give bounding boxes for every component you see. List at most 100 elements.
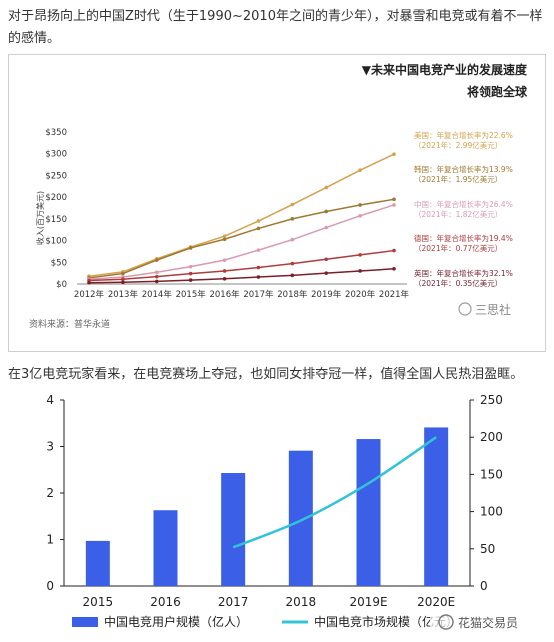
market-scale-line — [232, 436, 437, 549]
y-tick-label: $200 — [45, 193, 67, 203]
data-point-china — [256, 248, 261, 252]
data-point-uk — [358, 269, 362, 273]
esports-revenue-line-chart: ▼未来中国电竞产业的发展速度 将领跑全球 收入(百万美元) $0 $50 $100 $… — [29, 62, 528, 330]
y-tick-label: $0 — [56, 280, 67, 290]
data-point-germany — [392, 248, 396, 253]
series-line-korea — [88, 198, 395, 279]
wechat-icon — [458, 302, 472, 316]
data-point-uk — [324, 271, 329, 275]
left-tick-label: 3 — [46, 440, 54, 454]
data-point-korea — [154, 258, 159, 262]
data-point-uk — [87, 280, 91, 285]
data-point-china — [222, 258, 227, 262]
data-point-uk — [222, 276, 227, 281]
user-scale-bar — [288, 450, 313, 586]
data-point-usa — [358, 168, 362, 173]
series-annotation-china: （2021年：1.82亿美元） — [414, 209, 502, 219]
y-tick-label: $250 — [45, 171, 67, 181]
data-point-korea — [392, 197, 396, 202]
series-annotation-uk: （2021年：0.35亿美元） — [414, 278, 502, 288]
x-tick-label: 2016年 — [209, 289, 240, 300]
left-tick-label: 2 — [46, 486, 54, 500]
user-scale-bar — [424, 427, 449, 586]
watermark-text: 花猫交易员 — [458, 615, 518, 630]
series-annotation-usa: （2021年：2.99亿美元） — [414, 140, 502, 150]
left-tick-label: 4 — [46, 393, 54, 407]
data-point-germany — [188, 271, 193, 276]
chart-subtitle: 将领跑全球 — [467, 84, 528, 99]
user-scale-bar — [356, 439, 381, 586]
data-point-uk — [256, 275, 261, 279]
y-tick-label: $50 — [51, 258, 67, 268]
x-tick-label: 2020年 — [345, 289, 376, 300]
x-tick-label: 2015年 — [176, 289, 207, 300]
data-point-korea — [290, 217, 295, 221]
wechat-icon — [438, 614, 454, 630]
legend-label-bar: 中国电竞用户规模（亿人） — [104, 614, 248, 629]
data-point-usa — [392, 152, 396, 156]
series-line-china — [88, 204, 395, 280]
x-tick-label: 2017 — [218, 595, 249, 609]
user-scale-bar — [221, 473, 246, 586]
esports-paragraph: 在3亿电竞玩家看来，在电竞赛场上夺冠，也如同女排夺冠一样，值得全国人民热泪盈眶。 — [8, 367, 524, 382]
x-tick-label: 2019E — [349, 595, 387, 609]
chart-title: ▼未来中国电竞产业的发展速度 — [362, 62, 528, 77]
data-point-germany — [121, 277, 125, 282]
y-tick-label: $100 — [45, 237, 67, 247]
data-point-china — [188, 264, 193, 269]
right-tick-label: 50 — [480, 542, 495, 556]
right-tick-label: 0 — [480, 579, 488, 593]
y-axis-label: 收入(百万美元) — [35, 191, 45, 245]
figure-watermark: 花猫交易员 — [430, 609, 554, 633]
y-tick-label: $300 — [45, 150, 67, 160]
series-annotation-korea: （2021年：1.95亿美元） — [414, 174, 502, 184]
data-point-uk — [188, 278, 193, 282]
x-tick-label: 2016 — [150, 595, 181, 609]
right-tick-label: 150 — [480, 467, 503, 481]
legend-label-line: 中国电竞市场规模（亿元） — [314, 614, 458, 629]
series-line-germany — [88, 249, 395, 282]
series-annotation-china: 中国：年复合增长率为26.4% — [414, 199, 513, 209]
x-tick-label: 2012年 — [74, 289, 105, 300]
series-annotation-uk: 英国：年复合增长率为32.1% — [414, 268, 513, 278]
x-tick-label: 2019年 — [311, 289, 342, 300]
x-tick-label: 2014年 — [142, 289, 173, 300]
chart-legend: 中国电竞用户规模（亿人） 中国电竞市场规模（亿元） — [72, 614, 458, 629]
x-tick-label: 2013年 — [108, 289, 139, 300]
intro-paragraph: 对于昂扬向上的中国Z时代（生于1990~2010年之间的青少年），对暴雪和电竞或… — [8, 9, 543, 46]
esports-users-figure: 0 1 2 3 4 0 50 100 150 200 250 2015 2016 2017 2018 20… — [0, 388, 554, 642]
data-point-germany — [154, 274, 159, 279]
watermark-text: 三思社 — [475, 302, 511, 317]
right-tick-label: 250 — [480, 393, 503, 407]
data-point-korea — [358, 203, 362, 207]
right-tick-label: 100 — [480, 505, 503, 519]
x-tick-label: 2017年 — [243, 289, 274, 300]
y-tick-label: $350 — [45, 128, 67, 138]
x-tick-label: 2015 — [83, 595, 114, 609]
data-point-china — [392, 203, 396, 207]
right-tick-label: 200 — [480, 430, 503, 444]
data-point-germany — [324, 257, 329, 262]
data-point-korea — [256, 226, 261, 231]
series-line-uk — [88, 268, 395, 284]
data-point-korea — [121, 271, 125, 276]
x-tick-label: 2020E — [417, 595, 455, 609]
left-tick-label: 0 — [46, 579, 54, 593]
series-annotation-korea: 韩国：年复合增长率为13.9% — [414, 164, 513, 174]
data-point-korea — [222, 237, 227, 242]
data-point-usa — [290, 202, 295, 207]
data-point-usa — [222, 234, 227, 239]
left-tick-label: 1 — [46, 533, 54, 547]
data-point-uk — [290, 273, 295, 278]
data-point-germany — [358, 253, 362, 257]
data-point-korea — [188, 246, 193, 250]
data-point-usa — [256, 219, 261, 223]
x-tick-label: 2018 — [286, 595, 317, 609]
data-point-korea — [324, 209, 329, 214]
esports-users-bar-line-chart: 0 1 2 3 4 0 50 100 150 200 250 2015 2016 2017 2018 20… — [46, 393, 554, 633]
esports-revenue-figure: ▼未来中国电竞产业的发展速度 将领跑全球 收入(百万美元) $0 $50 $100 $… — [8, 54, 546, 352]
figure-watermark: 三思社 — [458, 302, 511, 317]
legend-swatch-bar — [72, 617, 98, 627]
x-tick-label: 2021年 — [379, 289, 410, 300]
data-point-china — [154, 270, 159, 275]
